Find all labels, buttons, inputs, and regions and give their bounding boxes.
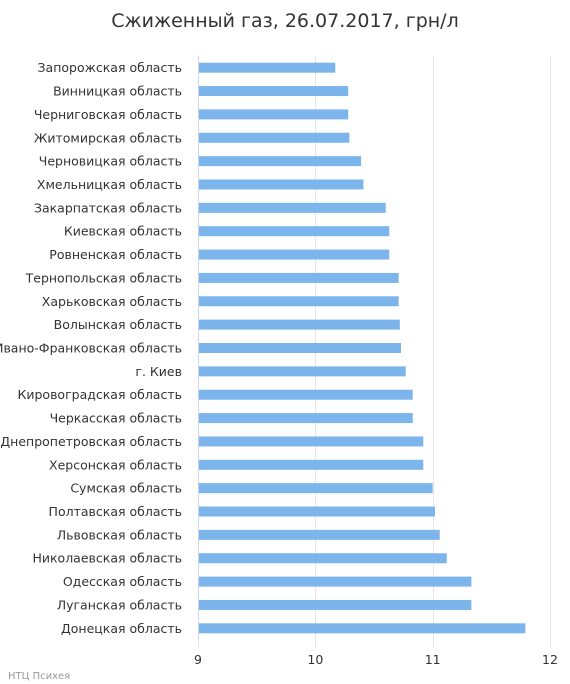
bar <box>199 483 433 494</box>
bar <box>199 506 436 517</box>
credit-text: НТЦ Психея <box>8 671 70 682</box>
bars <box>199 62 526 634</box>
bar <box>199 86 349 97</box>
category-label: Черкасская область <box>50 411 182 426</box>
bar <box>199 226 390 237</box>
bar <box>199 366 406 377</box>
bar <box>199 389 413 400</box>
category-label: Закарпатская область <box>34 200 182 215</box>
category-label: Ивано-Франковская область <box>0 341 182 356</box>
bar <box>199 576 472 587</box>
x-tick-label: 11 <box>425 652 441 667</box>
x-axis-ticks: 9 10 11 12 <box>194 652 558 667</box>
bar <box>199 132 350 143</box>
bar <box>199 179 364 190</box>
category-label: Полтавская область <box>49 504 182 519</box>
category-label: Луганская область <box>57 597 182 612</box>
category-label: Ровненская область <box>49 247 182 262</box>
bar <box>199 459 424 470</box>
chart-title: Сжиженный газ, 26.07.2017, грн/л <box>111 10 458 32</box>
bar <box>199 413 413 424</box>
category-label: Хмельницкая область <box>37 177 182 192</box>
bar <box>199 599 472 610</box>
bar <box>199 272 399 283</box>
category-label: Тернопольская область <box>25 270 182 285</box>
bar <box>199 109 349 120</box>
category-label: Волынская область <box>54 317 182 332</box>
category-label: Кировоградская область <box>17 387 182 402</box>
category-label: Винницкая область <box>53 84 182 99</box>
category-label: г. Киев <box>135 364 182 379</box>
category-label: Одесская область <box>63 574 182 589</box>
category-label: Житомирская область <box>34 130 182 145</box>
category-label: Харьковская область <box>42 294 182 309</box>
bar <box>199 202 386 213</box>
bar <box>199 249 390 260</box>
category-label: Сумская область <box>70 481 182 496</box>
category-label: Черниговская область <box>34 107 182 122</box>
category-label: Черновицкая область <box>39 154 182 169</box>
bar <box>199 296 399 307</box>
category-label: Донецкая область <box>61 621 182 636</box>
bar <box>199 343 401 353</box>
bar <box>199 156 362 167</box>
bar <box>199 62 336 73</box>
bar <box>199 319 400 330</box>
bar <box>199 436 424 447</box>
category-labels: Запорожская область Винницкая область Черн… <box>0 60 182 636</box>
bar <box>199 553 447 564</box>
x-tick-label: 10 <box>307 652 323 667</box>
category-label: Днепропетровская область <box>0 434 182 449</box>
x-tick-label: 12 <box>542 652 558 667</box>
category-label: Херсонская область <box>49 457 182 472</box>
bar <box>199 529 440 540</box>
category-label: Львовская область <box>57 527 182 542</box>
category-label: Николаевская область <box>32 551 182 566</box>
category-label: Киевская область <box>64 224 182 239</box>
bar <box>199 623 526 634</box>
category-label: Запорожская область <box>38 60 182 75</box>
x-tick-label: 9 <box>194 652 202 667</box>
grid-lines <box>198 56 551 648</box>
